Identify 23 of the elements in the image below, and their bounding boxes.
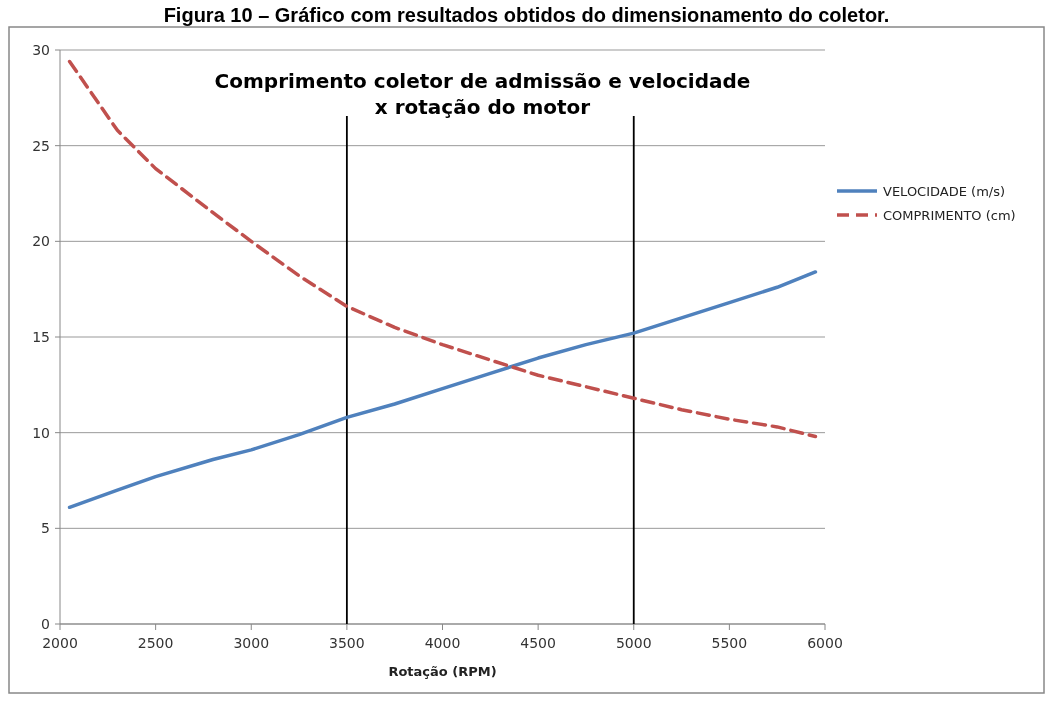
x-tick-label: 5500 bbox=[711, 635, 748, 651]
y-tick-label: 0 bbox=[41, 615, 50, 632]
x-tick-label: 2000 bbox=[42, 635, 78, 651]
legend-label: COMPRIMENTO (cm) bbox=[883, 207, 1016, 223]
y-tick-label: 5 bbox=[41, 520, 50, 537]
x-tick-label: 4500 bbox=[520, 635, 556, 651]
x-tick-label: 3000 bbox=[233, 635, 270, 651]
y-tick-label: 30 bbox=[32, 41, 50, 58]
line-series bbox=[67, 270, 818, 510]
legend-label: VELOCIDADE (m/s) bbox=[883, 183, 1006, 199]
x-tick-label: 6000 bbox=[807, 635, 843, 651]
line-series bbox=[67, 59, 818, 439]
x-tick-label: 2500 bbox=[137, 635, 174, 651]
y-tick-label: 15 bbox=[32, 328, 50, 345]
x-axis-title: Rotação (RPM) bbox=[388, 664, 497, 679]
y-tick-label: 20 bbox=[32, 233, 50, 250]
text: Comprimento coletor de admissão e velocidade x rotação do motor bbox=[214, 69, 751, 119]
text: Figura 10 – Gráfico com resultados obtidos do dimensionamento do coletor. bbox=[162, 4, 891, 26]
y-tick-label: 25 bbox=[32, 137, 50, 154]
x-tick-label: 3500 bbox=[329, 635, 365, 651]
x-tick-label: 5000 bbox=[615, 635, 652, 651]
y-tick-label: 10 bbox=[32, 424, 50, 441]
x-tick-label: 4000 bbox=[424, 635, 461, 651]
